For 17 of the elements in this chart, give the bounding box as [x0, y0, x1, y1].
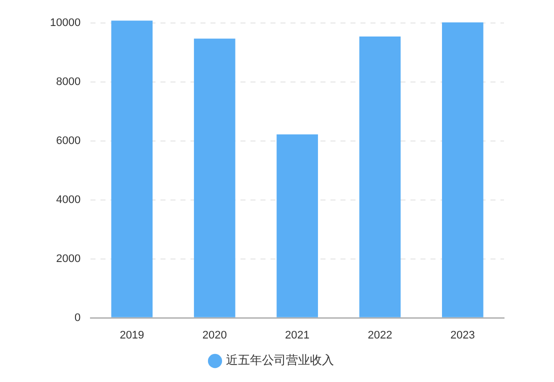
y-tick-label: 6000: [56, 134, 81, 147]
y-tick-label: 4000: [56, 194, 81, 206]
legend-label: 近五年公司营业收入: [226, 353, 334, 368]
y-tick-label: 10000: [50, 16, 81, 29]
x-tick-label: 2019: [120, 329, 144, 342]
bar: [194, 38, 236, 318]
y-tick-label: 8000: [56, 76, 81, 88]
bar: [276, 134, 318, 318]
y-tick-label: 2000: [56, 252, 81, 265]
x-tick-label: 2022: [368, 329, 392, 342]
y-tick-label: 0: [74, 312, 81, 324]
bar: [111, 20, 153, 318]
x-tick-label: 2023: [450, 329, 475, 342]
x-tick-label: 2020: [202, 329, 227, 342]
x-tick-label: 2021: [285, 329, 310, 342]
bar: [359, 36, 401, 318]
bar: [442, 22, 484, 318]
